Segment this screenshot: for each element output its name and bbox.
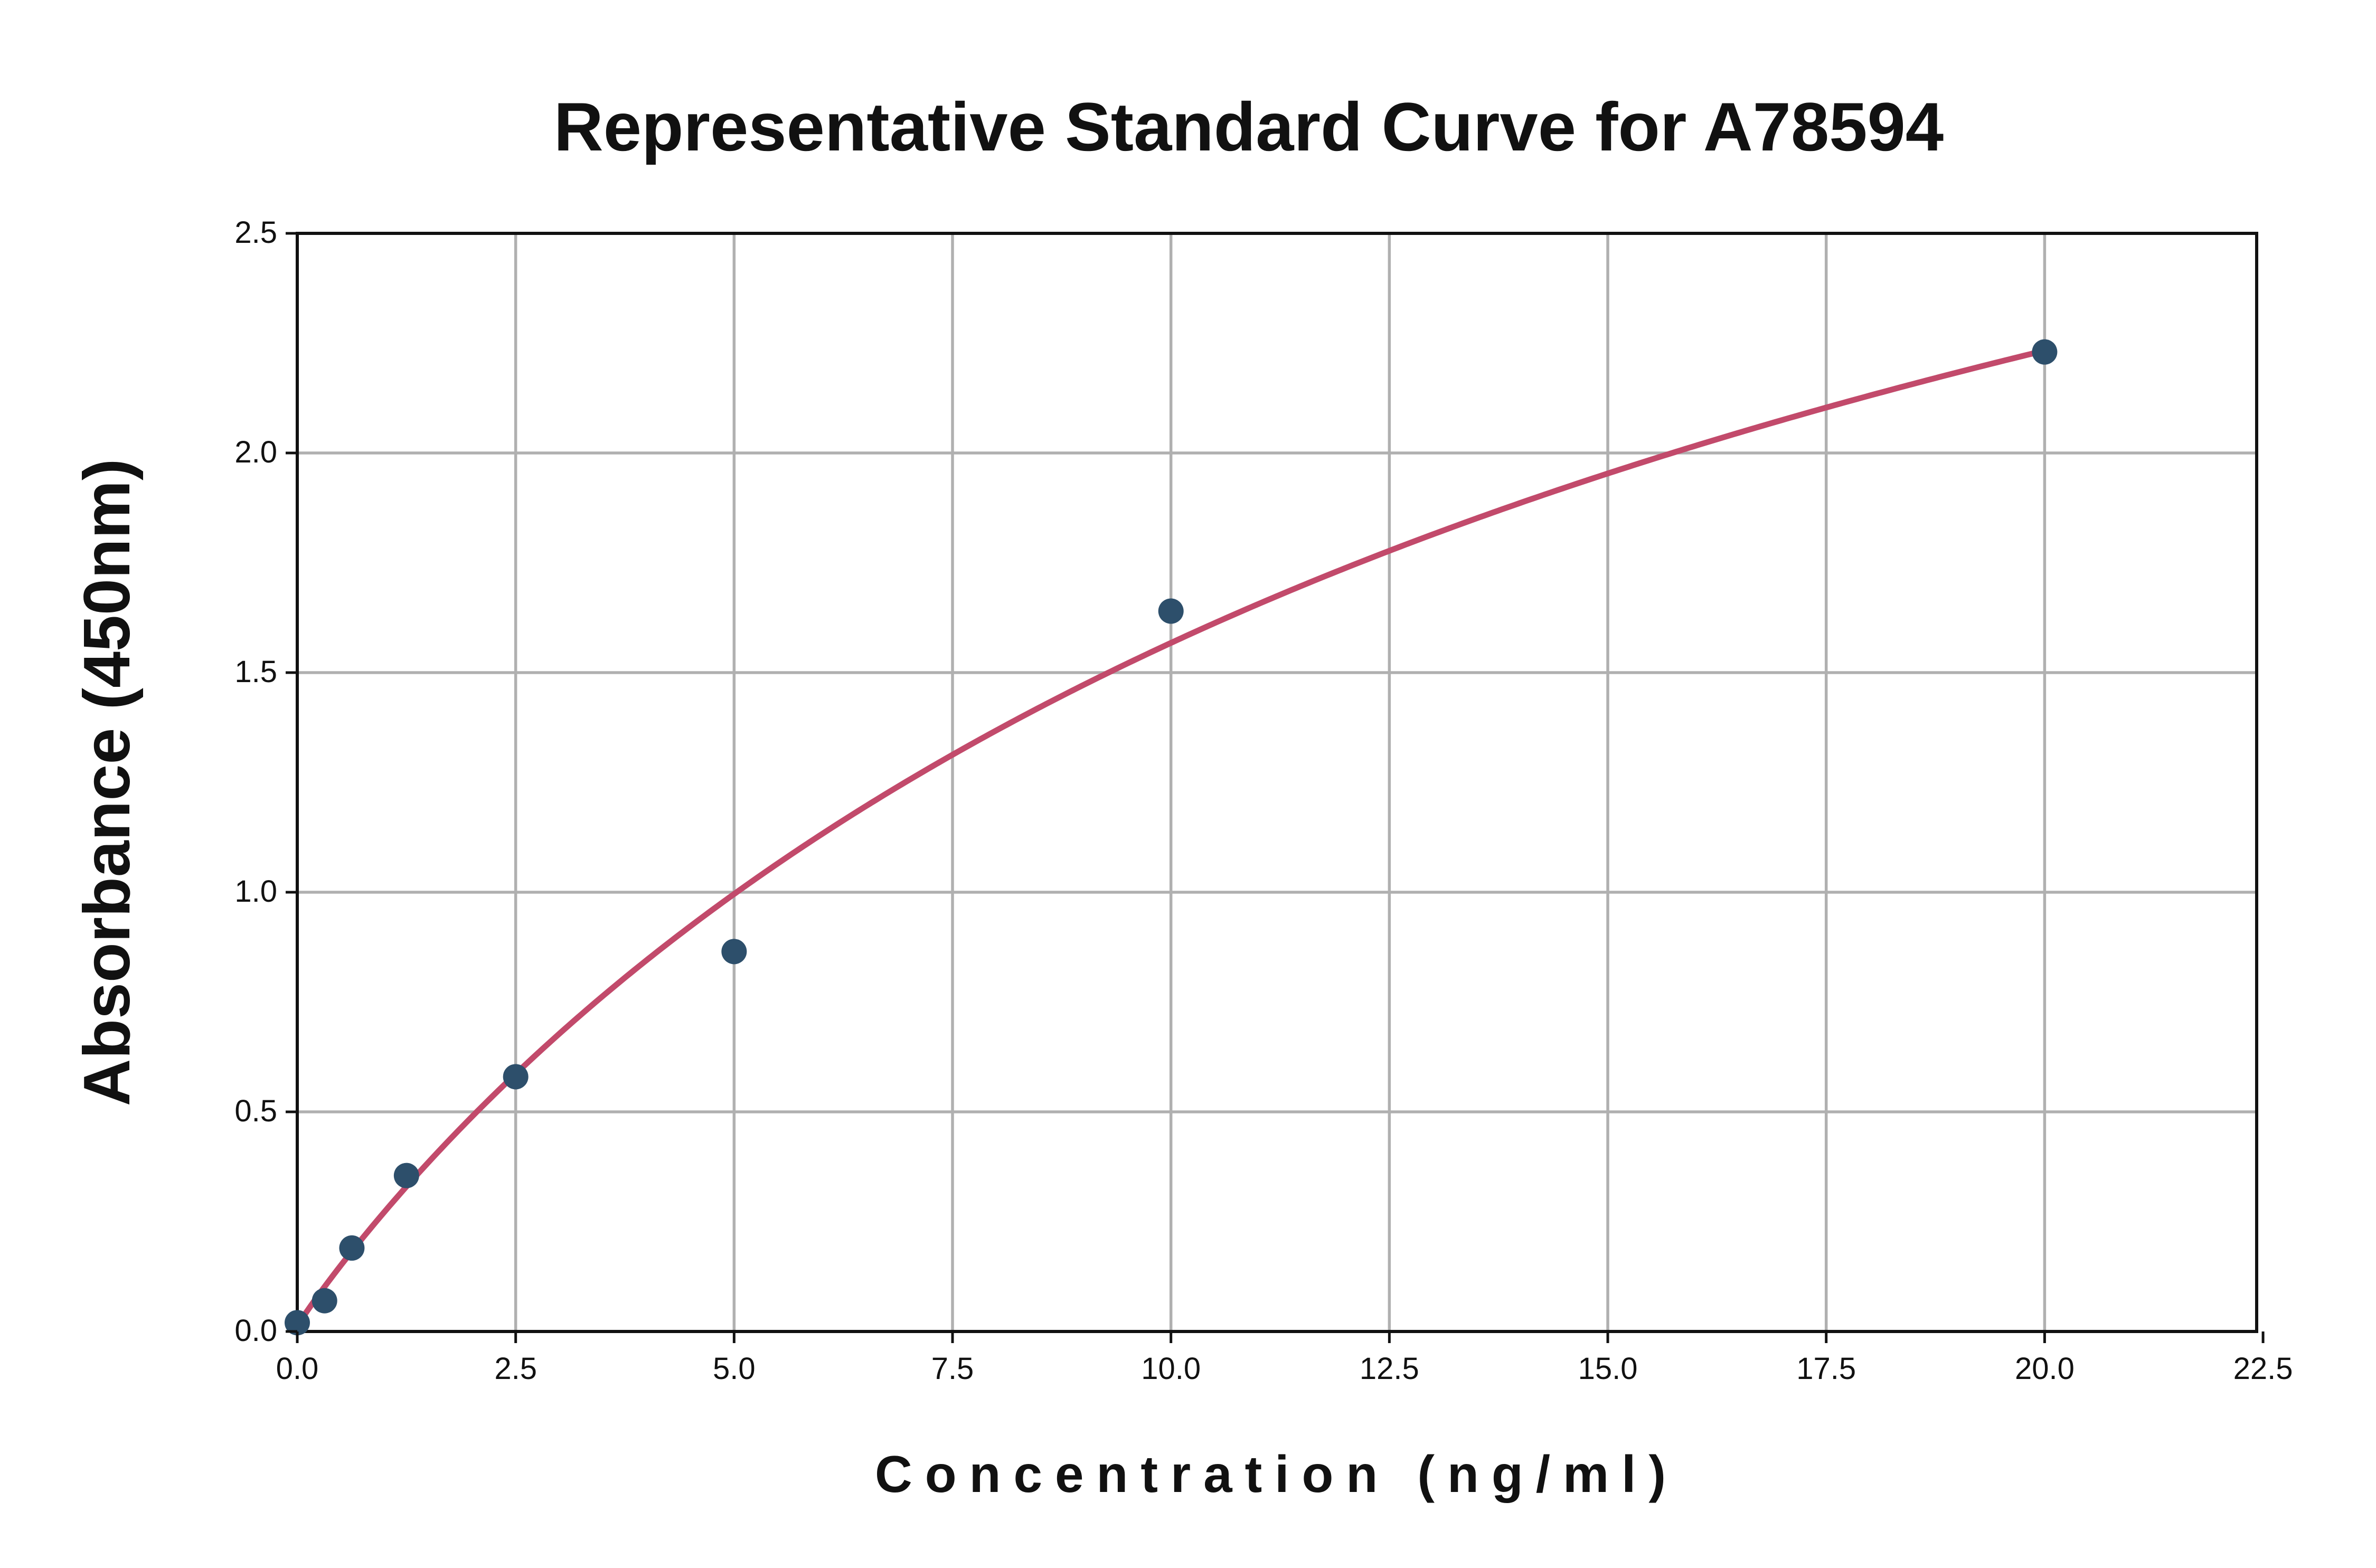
svg-text:10.0: 10.0 (1141, 1352, 1201, 1386)
svg-text:17.5: 17.5 (1796, 1352, 1856, 1386)
svg-text:Absorbance (450nm): Absorbance (450nm) (71, 459, 144, 1107)
svg-text:2.5: 2.5 (234, 215, 277, 250)
svg-text:15.0: 15.0 (1578, 1352, 1638, 1386)
svg-text:1.0: 1.0 (234, 874, 277, 909)
svg-text:5.0: 5.0 (713, 1352, 756, 1386)
svg-text:7.5: 7.5 (931, 1352, 974, 1386)
svg-text:0.0: 0.0 (276, 1352, 319, 1386)
svg-text:20.0: 20.0 (2015, 1352, 2075, 1386)
svg-text:1.5: 1.5 (234, 655, 277, 689)
svg-text:0.5: 0.5 (234, 1094, 277, 1128)
svg-text:Representative Standard Curve: Representative Standard Curve for A78594 (554, 88, 1944, 165)
svg-text:0.0: 0.0 (234, 1314, 277, 1348)
svg-text:Concentration (ng/ml): Concentration (ng/ml) (875, 1445, 1679, 1503)
svg-text:12.5: 12.5 (1360, 1352, 1419, 1386)
svg-text:2.0: 2.0 (234, 435, 277, 469)
svg-text:2.5: 2.5 (494, 1352, 537, 1386)
svg-text:22.5: 22.5 (2233, 1352, 2293, 1386)
